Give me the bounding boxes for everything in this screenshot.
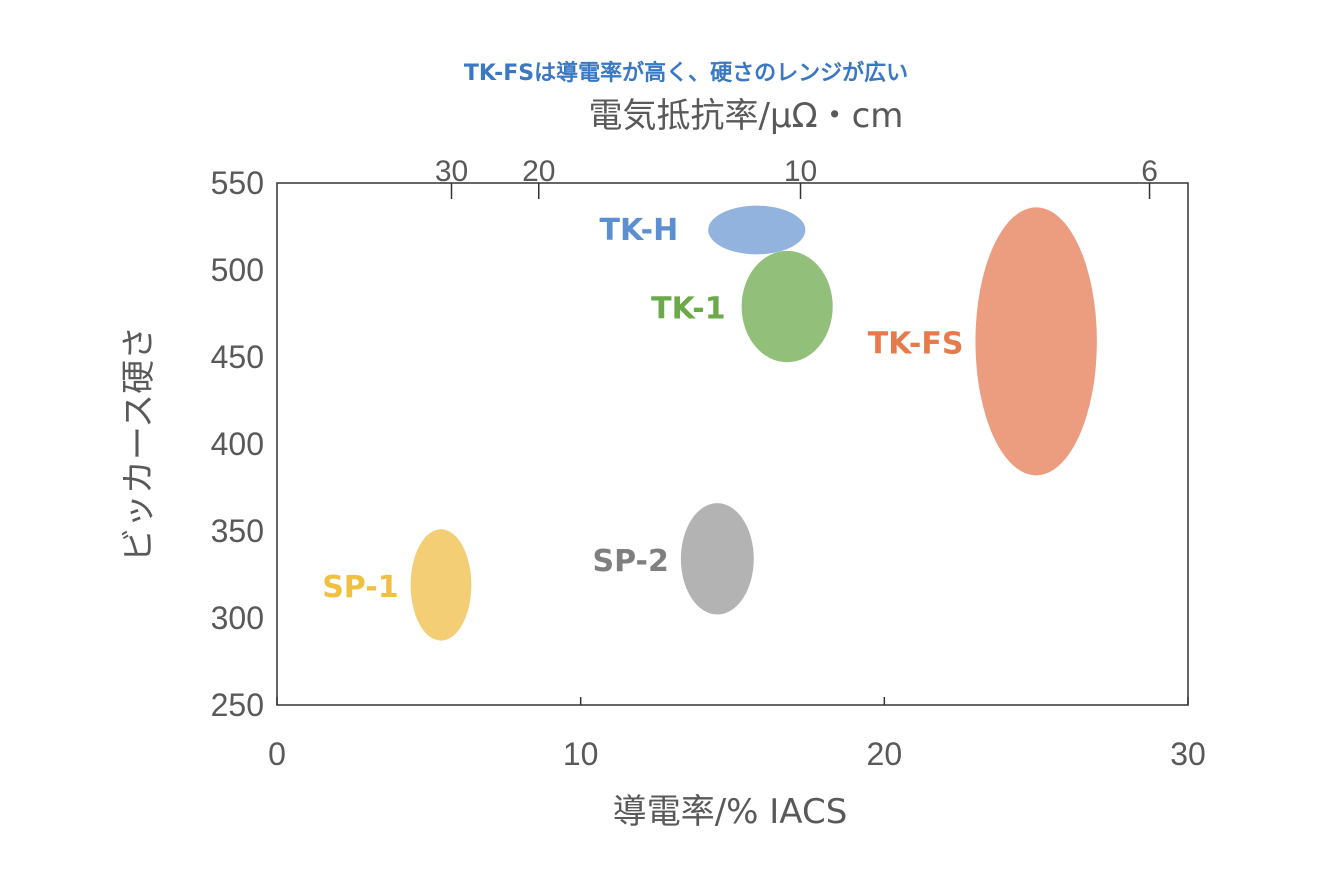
region-tk-1-label: TK-1 <box>651 292 725 327</box>
y-tick-label: 350 <box>211 513 264 549</box>
top-axis-title: 電気抵抗率/μΩ・cm <box>589 96 904 136</box>
region-tk-fs-ellipse <box>975 207 1097 476</box>
data-regions <box>410 205 1097 641</box>
region-sp-1-label: SP-1 <box>322 570 398 605</box>
top-tick-label: 20 <box>522 155 555 188</box>
y-tick-label: 550 <box>211 165 264 201</box>
top-axis-ticks: 30 20 10 6 <box>435 155 1158 199</box>
y-tick-label: 450 <box>211 339 264 375</box>
region-sp-2-label: SP-2 <box>592 544 668 579</box>
y-tick-label: 500 <box>211 252 264 288</box>
y-axis-title: ビッカース硬さ <box>119 326 159 562</box>
y-axis-ticks: 250 300 350 400 450 500 550 <box>211 165 264 723</box>
top-tick-label: 30 <box>435 155 468 188</box>
top-tick-label: 6 <box>1141 155 1158 188</box>
region-tk-h-ellipse <box>708 205 806 255</box>
chart-subtitle: TK-FSは導電率が高く、硬さのレンジが広い <box>464 60 908 86</box>
region-tk-h-label: TK-H <box>600 213 679 248</box>
region-tk-1-ellipse <box>741 250 833 363</box>
x-axis-title: 導電率/% IACS <box>613 792 848 832</box>
y-tick-label: 300 <box>211 600 264 636</box>
plot-frame <box>276 182 1189 706</box>
top-tick-label: 10 <box>784 155 817 188</box>
y-tick-label: 250 <box>211 687 264 723</box>
region-labels: SP-1 SP-2 TK-H TK-1 TK-FS <box>322 213 963 605</box>
x-axis-ticks: 0 10 20 30 <box>268 697 1206 772</box>
x-tick-label: 20 <box>867 736 903 772</box>
x-tick-label: 0 <box>268 736 286 772</box>
x-tick-label: 10 <box>563 736 599 772</box>
region-sp-2-ellipse <box>680 503 754 615</box>
x-tick-label: 30 <box>1170 736 1206 772</box>
y-tick-label: 400 <box>211 426 264 462</box>
region-tk-fs-label: TK-FS <box>868 326 964 361</box>
region-sp-1-ellipse <box>410 529 472 641</box>
